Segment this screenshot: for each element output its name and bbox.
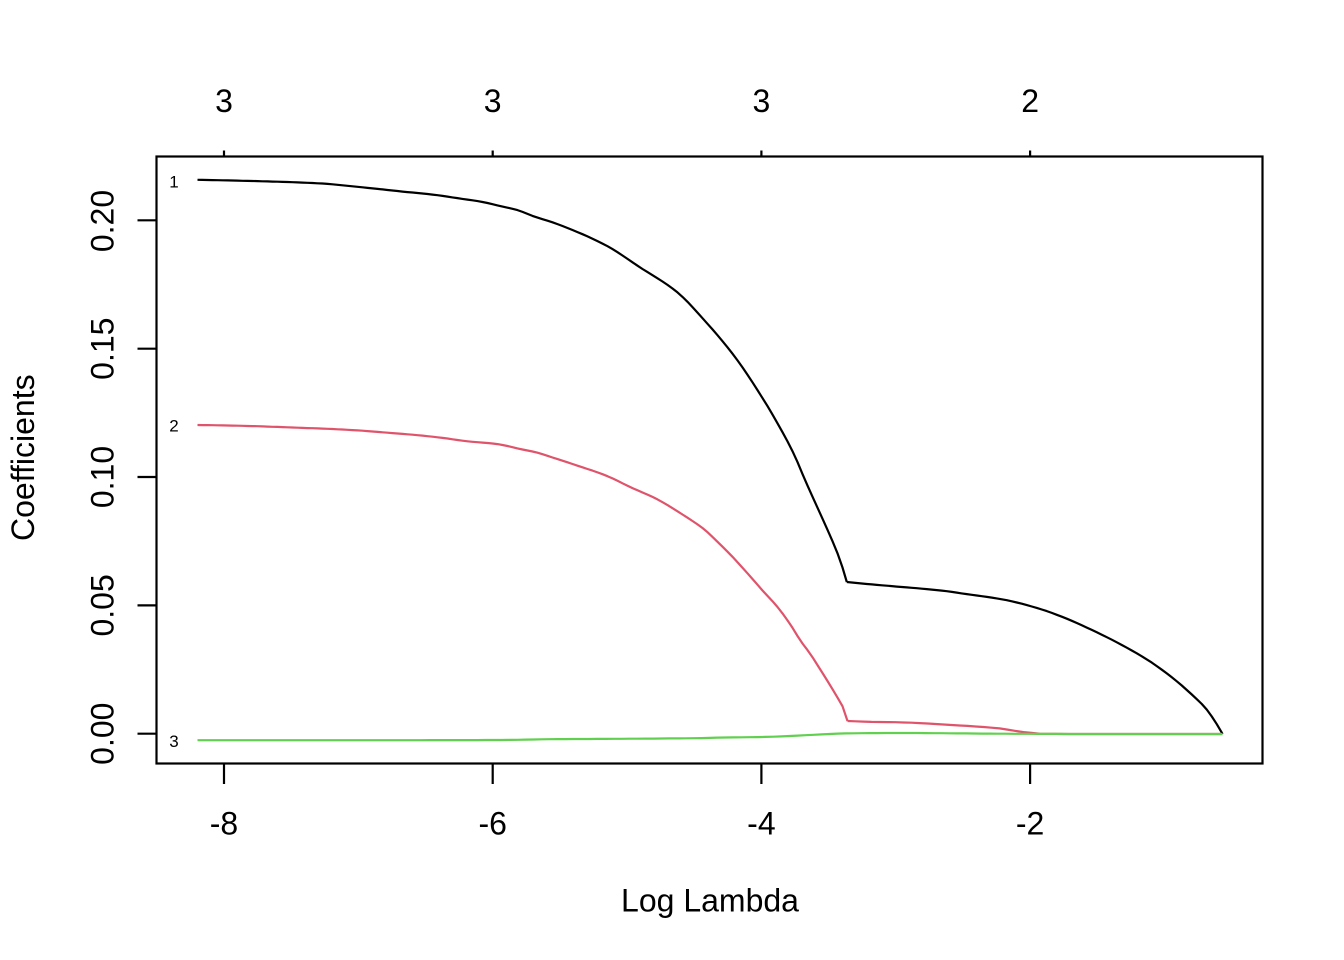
svg-text:3: 3 — [215, 83, 233, 119]
svg-text:2: 2 — [169, 416, 178, 435]
svg-text:0.00: 0.00 — [84, 703, 120, 765]
svg-text:3: 3 — [753, 83, 771, 119]
svg-text:3: 3 — [484, 83, 502, 119]
svg-text:-8: -8 — [210, 805, 238, 841]
svg-text:2: 2 — [1021, 83, 1039, 119]
svg-text:-4: -4 — [747, 805, 775, 841]
svg-text:0.20: 0.20 — [84, 190, 120, 252]
svg-text:0.05: 0.05 — [84, 574, 120, 636]
svg-text:-2: -2 — [1016, 805, 1044, 841]
svg-text:Log Lambda: Log Lambda — [621, 882, 799, 918]
svg-text:-6: -6 — [478, 805, 506, 841]
svg-text:3: 3 — [169, 732, 178, 751]
svg-text:0.15: 0.15 — [84, 318, 120, 380]
svg-text:1: 1 — [169, 172, 178, 191]
svg-text:Coefficients: Coefficients — [5, 374, 41, 541]
svg-text:0.10: 0.10 — [84, 446, 120, 508]
